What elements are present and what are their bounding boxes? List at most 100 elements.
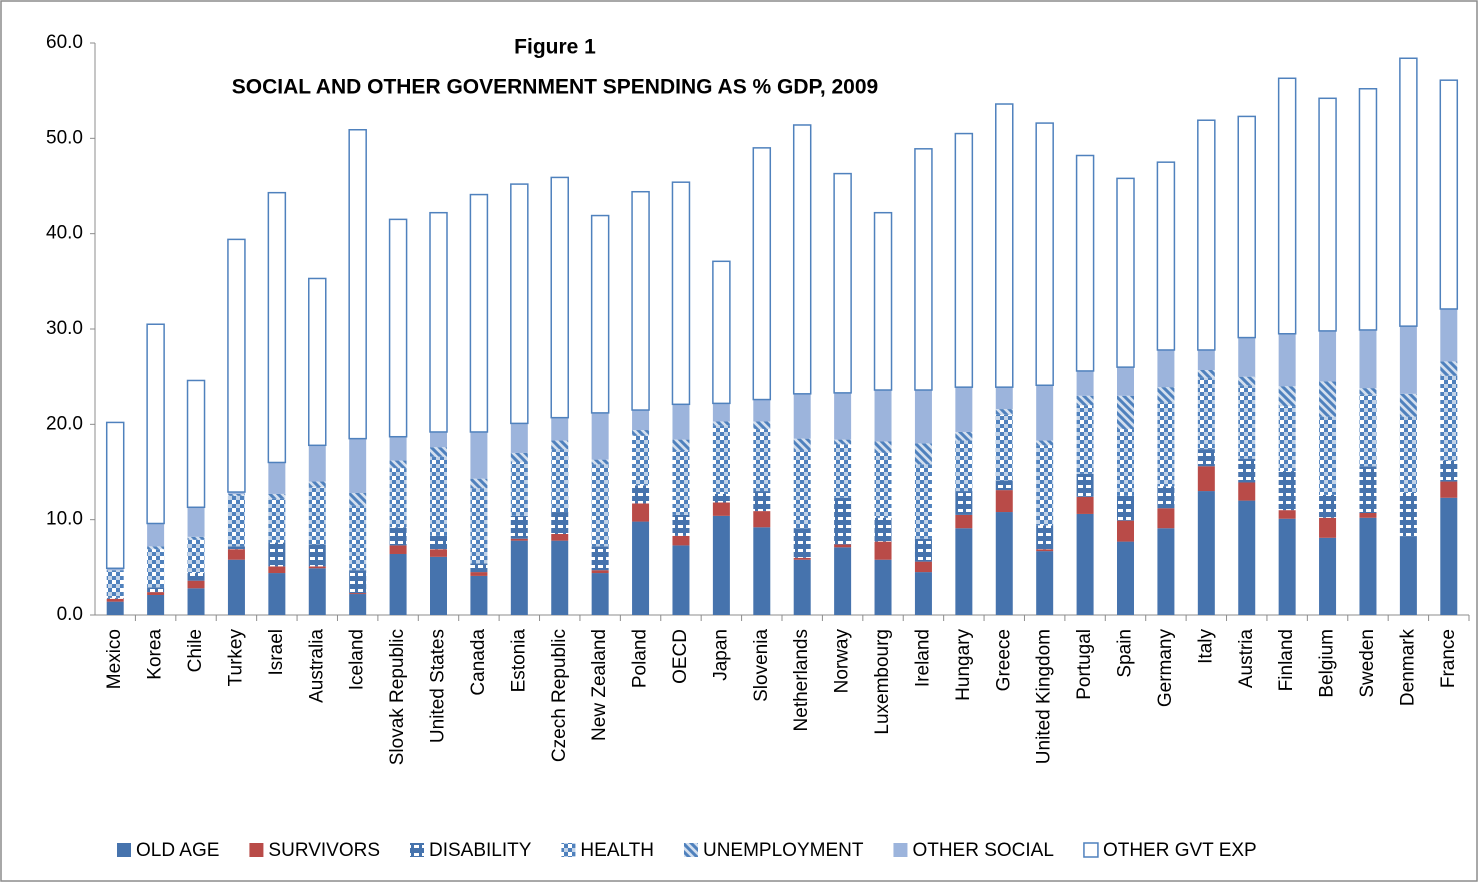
bar-segment (995, 512, 1013, 615)
bar-segment (510, 462, 528, 516)
bar-segment (267, 191, 287, 464)
legend-label: UNEMPLOYMENT (703, 840, 864, 861)
bar-segment (793, 559, 811, 615)
bar-segment (672, 514, 690, 536)
bar-segment (1319, 381, 1337, 417)
legend-swatch (410, 843, 424, 857)
bar-segment (106, 570, 124, 598)
bar-segment (753, 527, 771, 615)
bar-segment (1036, 525, 1054, 550)
bar-segment (874, 541, 892, 560)
bar-segment (1117, 429, 1134, 496)
bar-segment (1035, 122, 1054, 386)
bar-segment (632, 435, 650, 486)
bar-segment (470, 575, 488, 615)
bar-segment (430, 431, 447, 448)
bar-segment (712, 515, 730, 615)
bar-segment (551, 512, 569, 534)
bar-segment (227, 559, 245, 615)
bar-segment (955, 491, 973, 515)
x-tick-label: Mexico (104, 629, 125, 689)
y-tick-label: 20.0 (46, 413, 83, 434)
bar-segment (874, 390, 892, 442)
x-tick-label: Greece (993, 629, 1014, 691)
bar-segment (955, 387, 973, 432)
legend-swatch (561, 843, 576, 857)
bar-segment (591, 546, 609, 571)
bar-segment (470, 572, 488, 576)
bar-segment (712, 421, 730, 426)
bar-segment (268, 573, 286, 615)
x-tick-label: Turkey (225, 629, 246, 687)
y-tick-label: 30.0 (46, 318, 83, 339)
legend-swatch (893, 843, 908, 857)
bar-segment (1117, 520, 1134, 542)
bar-segment (1359, 466, 1377, 513)
bar-segment (793, 557, 811, 560)
x-tick-label: Slovak Republic (387, 629, 408, 765)
bar-segment (1319, 537, 1337, 615)
bar-segment (308, 445, 326, 482)
bar-segment (995, 387, 1013, 410)
bar-segment (914, 390, 932, 444)
bar-segment (914, 443, 932, 465)
bar-segment (551, 440, 569, 450)
bar-segment (1157, 387, 1175, 403)
bar-segment (389, 468, 407, 528)
x-tick-label: France (1438, 629, 1459, 688)
bar-segment (429, 211, 448, 433)
bar-segment (672, 451, 690, 515)
bar-segment (349, 492, 367, 506)
bar-segment (1157, 402, 1175, 487)
bar-segment (1318, 97, 1337, 332)
bar-segment (1278, 333, 1296, 387)
bar-segment (954, 132, 974, 388)
bar-segment (1036, 385, 1054, 441)
bar-segment (834, 497, 852, 545)
bar-segment (106, 597, 124, 599)
bar-segment (672, 439, 690, 452)
bar-segment (510, 452, 528, 463)
bar-segment (1440, 375, 1458, 461)
bar-segment (955, 528, 973, 615)
bar-segment (834, 547, 852, 615)
bar-segment (671, 181, 691, 406)
bar-segment (430, 456, 447, 536)
legend-label: DISABILITY (429, 840, 532, 861)
bar-segment (430, 535, 447, 550)
bar-segment (1117, 395, 1134, 430)
chart-title: Figure 1 (514, 36, 596, 59)
x-tick-label: Israel (266, 629, 287, 675)
bar-segment (430, 447, 447, 457)
bar-segment (793, 528, 811, 558)
bar-segment (510, 538, 528, 541)
bar-segment (308, 487, 326, 545)
bar-segment (995, 414, 1013, 481)
bar-segment (1278, 406, 1296, 472)
x-tick-label: Italy (1195, 629, 1216, 664)
bar-segment (914, 464, 932, 539)
bar-segment (187, 507, 205, 537)
bar-segment (1278, 510, 1296, 519)
bar-segment (389, 436, 407, 461)
bar-segment (469, 193, 489, 433)
bar-segment (1238, 385, 1256, 459)
bar-segment (1399, 416, 1417, 493)
bar-segment (1197, 449, 1215, 467)
bar-segment (106, 601, 124, 615)
bar-segment (551, 540, 569, 615)
bar-segment (187, 539, 205, 574)
bar-segment (1277, 77, 1297, 335)
bar-segment (1238, 337, 1256, 377)
bar-segment (349, 570, 367, 594)
bar-segment (591, 573, 609, 615)
bar-segment (187, 536, 205, 540)
bar-segment (1439, 79, 1459, 310)
legend-swatch (1083, 842, 1099, 858)
bar-segment (955, 514, 973, 529)
bar-segment (1278, 386, 1296, 407)
bar-segment (672, 535, 690, 546)
bar-segment (632, 430, 650, 436)
bar-segment (105, 421, 125, 570)
legend-swatch (249, 843, 264, 857)
